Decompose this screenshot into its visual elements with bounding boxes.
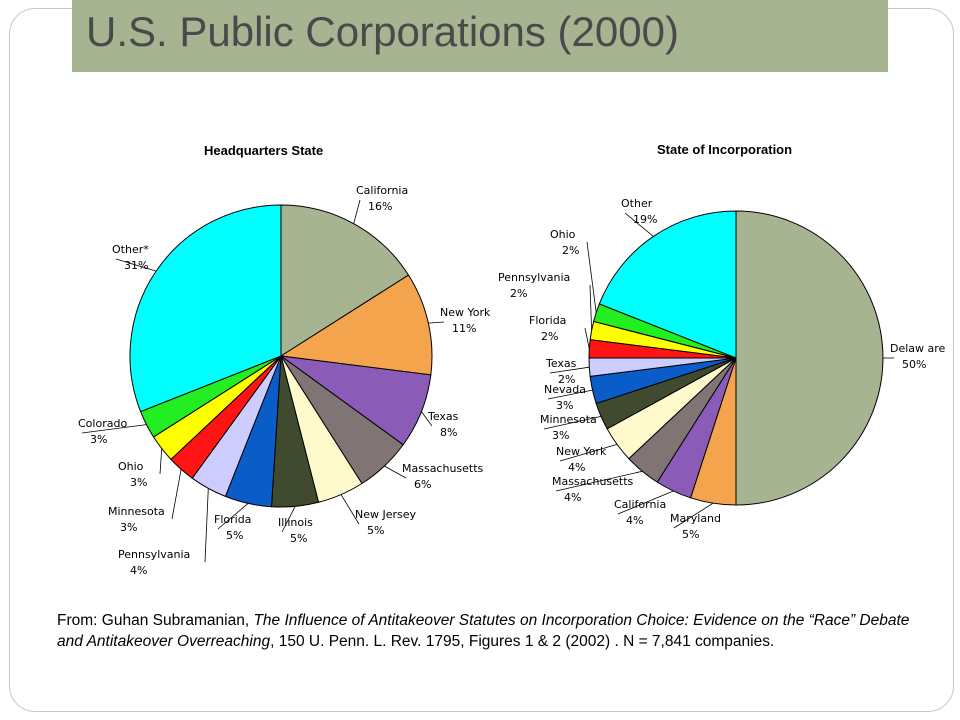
pie-inc-label-ohio: Ohio (550, 228, 576, 241)
pie-inc-leader-minnesota (543, 416, 602, 430)
pie-hq-leader-pennsylvania (204, 488, 209, 563)
pie-inc-value-pennsylvania: 2% (510, 287, 527, 300)
caption-prefix: From: Guhan Subramanian, (57, 612, 254, 629)
pie-inc-value-delaw-are: 50% (902, 358, 926, 371)
pie-hq-label-ohio: Ohio (118, 460, 144, 473)
pie-inc-label-delaw-are: Delaw are (890, 342, 946, 355)
chart-title-incorporation: State of Incorporation (657, 142, 793, 157)
pie-hq-label-florida: Florida (214, 513, 251, 526)
caption-suffix: , 150 U. Penn. L. Rev. 1795, Figures 1 &… (270, 633, 775, 650)
pie-hq-value-ohio: 3% (130, 476, 147, 489)
pie-inc-value-massachusetts: 4% (564, 491, 581, 504)
pie-hq-value-massachusetts: 6% (414, 478, 431, 491)
pie-hq-value-california: 16% (368, 200, 392, 213)
pie-inc-leader-florida (584, 327, 590, 349)
pie-hq-value-florida: 5% (226, 529, 243, 542)
pie-hq-slice-other (129, 204, 282, 413)
pie-hq-value-other: 31% (124, 259, 148, 272)
chart-title-headquarters: Headquarters State (204, 143, 324, 158)
pie-inc-leader-nevada (547, 389, 593, 400)
pie-inc-leader-new-york (559, 444, 618, 462)
pie-hq-leader-other (115, 258, 157, 272)
pie-hq-label-other: Other* (112, 243, 149, 256)
pie-inc-value-nevada: 3% (556, 399, 573, 412)
pie-hq-leader-colorado (81, 424, 147, 434)
pie-inc-label-florida: Florida (529, 314, 566, 327)
pie-hq-label-massachusetts: Massachusetts (402, 462, 484, 475)
pie-hq-leader-texas (421, 411, 433, 427)
pie-inc-label-california: California (614, 498, 666, 511)
slide-title: U.S. Public Corporations (2000) (86, 8, 679, 55)
pie-hq-value-texas: 8% (440, 426, 457, 439)
pie-inc-leader-ohio (586, 241, 597, 313)
pie-hq-leader-ohio (159, 448, 163, 475)
pie-inc-label-texas: Texas (545, 357, 577, 370)
pie-inc-slice-delaw-are (735, 210, 884, 506)
pie-hq-label-pennsylvania: Pennsylvania (118, 548, 190, 561)
pie-inc-label-maryland: Maryland (670, 512, 721, 525)
pie-inc-leader-texas (549, 366, 590, 374)
pie-hq-value-pennsylvania: 4% (130, 564, 147, 577)
pie-hq-leader-california (353, 199, 361, 224)
pie-hq-value-colorado: 3% (90, 433, 107, 446)
pie-hq-label-texas: Texas (427, 410, 459, 423)
pie-inc-value-other: 19% (633, 213, 657, 226)
pie-inc-leader-other (624, 212, 654, 237)
pie-inc-label-nevada: Nevada (544, 383, 586, 396)
pie-inc-value-florida: 2% (541, 330, 558, 343)
pie-hq-leader-new-jersey (340, 494, 360, 525)
source-caption: From: Guhan Subramanian, The Influence o… (57, 610, 937, 652)
pie-hq-slice-new-york (279, 274, 433, 376)
pie-hq-value-new-york: 11% (452, 322, 476, 335)
pie-hq-label-new-jersey: New Jersey (355, 508, 417, 521)
caption-article-title: The Influence of Antitakeover Statutes o… (57, 612, 910, 650)
pie-hq-label-illinois: Illinois (278, 516, 313, 529)
pie-hq-label-minnesota: Minnesota (108, 505, 165, 518)
pie-hq-label-colorado: Colorado (78, 417, 127, 430)
pie-hq-value-new-jersey: 5% (367, 524, 384, 537)
pie-hq-value-minnesota: 3% (120, 521, 137, 534)
pie-inc-leader-pennsylvania (589, 284, 592, 331)
pie-inc-value-texas: 2% (558, 373, 575, 386)
pie-inc-value-ohio: 2% (562, 244, 579, 257)
pie-inc-label-new-york: New York (556, 445, 607, 458)
pie-inc-value-minnesota: 3% (552, 429, 569, 442)
pie-inc-label-pennsylvania: Pennsylvania (498, 271, 570, 284)
pie-hq-leader-illinois (281, 506, 296, 533)
title-bar (72, 0, 888, 72)
pie-inc-value-new-york: 4% (568, 461, 585, 474)
pie-inc-label-massachusetts: Massachusetts (552, 475, 634, 488)
pie-hq-leader-massachusetts (384, 465, 407, 479)
pie-hq-slice-california (280, 204, 410, 357)
pie-hq-label-new-york: New York (440, 306, 491, 319)
pie-inc-label-other: Other (621, 197, 653, 210)
pie-inc-value-california: 4% (626, 514, 643, 527)
pie-hq-label-california: California (356, 184, 408, 197)
pie-hq-value-illinois: 5% (290, 532, 307, 545)
pie-hq-leader-new-york (428, 321, 445, 324)
pie-hq-leader-florida (217, 503, 249, 530)
pie-inc-value-maryland: 5% (682, 528, 699, 541)
pie-hq-leader-minnesota (171, 469, 182, 520)
pie-inc-leader-massachusetts (555, 470, 643, 492)
pie-inc-label-minnesota: Minnesota (540, 413, 597, 426)
pie-inc-leader-maryland (673, 502, 714, 529)
pie-inc-leader-california (617, 490, 674, 515)
